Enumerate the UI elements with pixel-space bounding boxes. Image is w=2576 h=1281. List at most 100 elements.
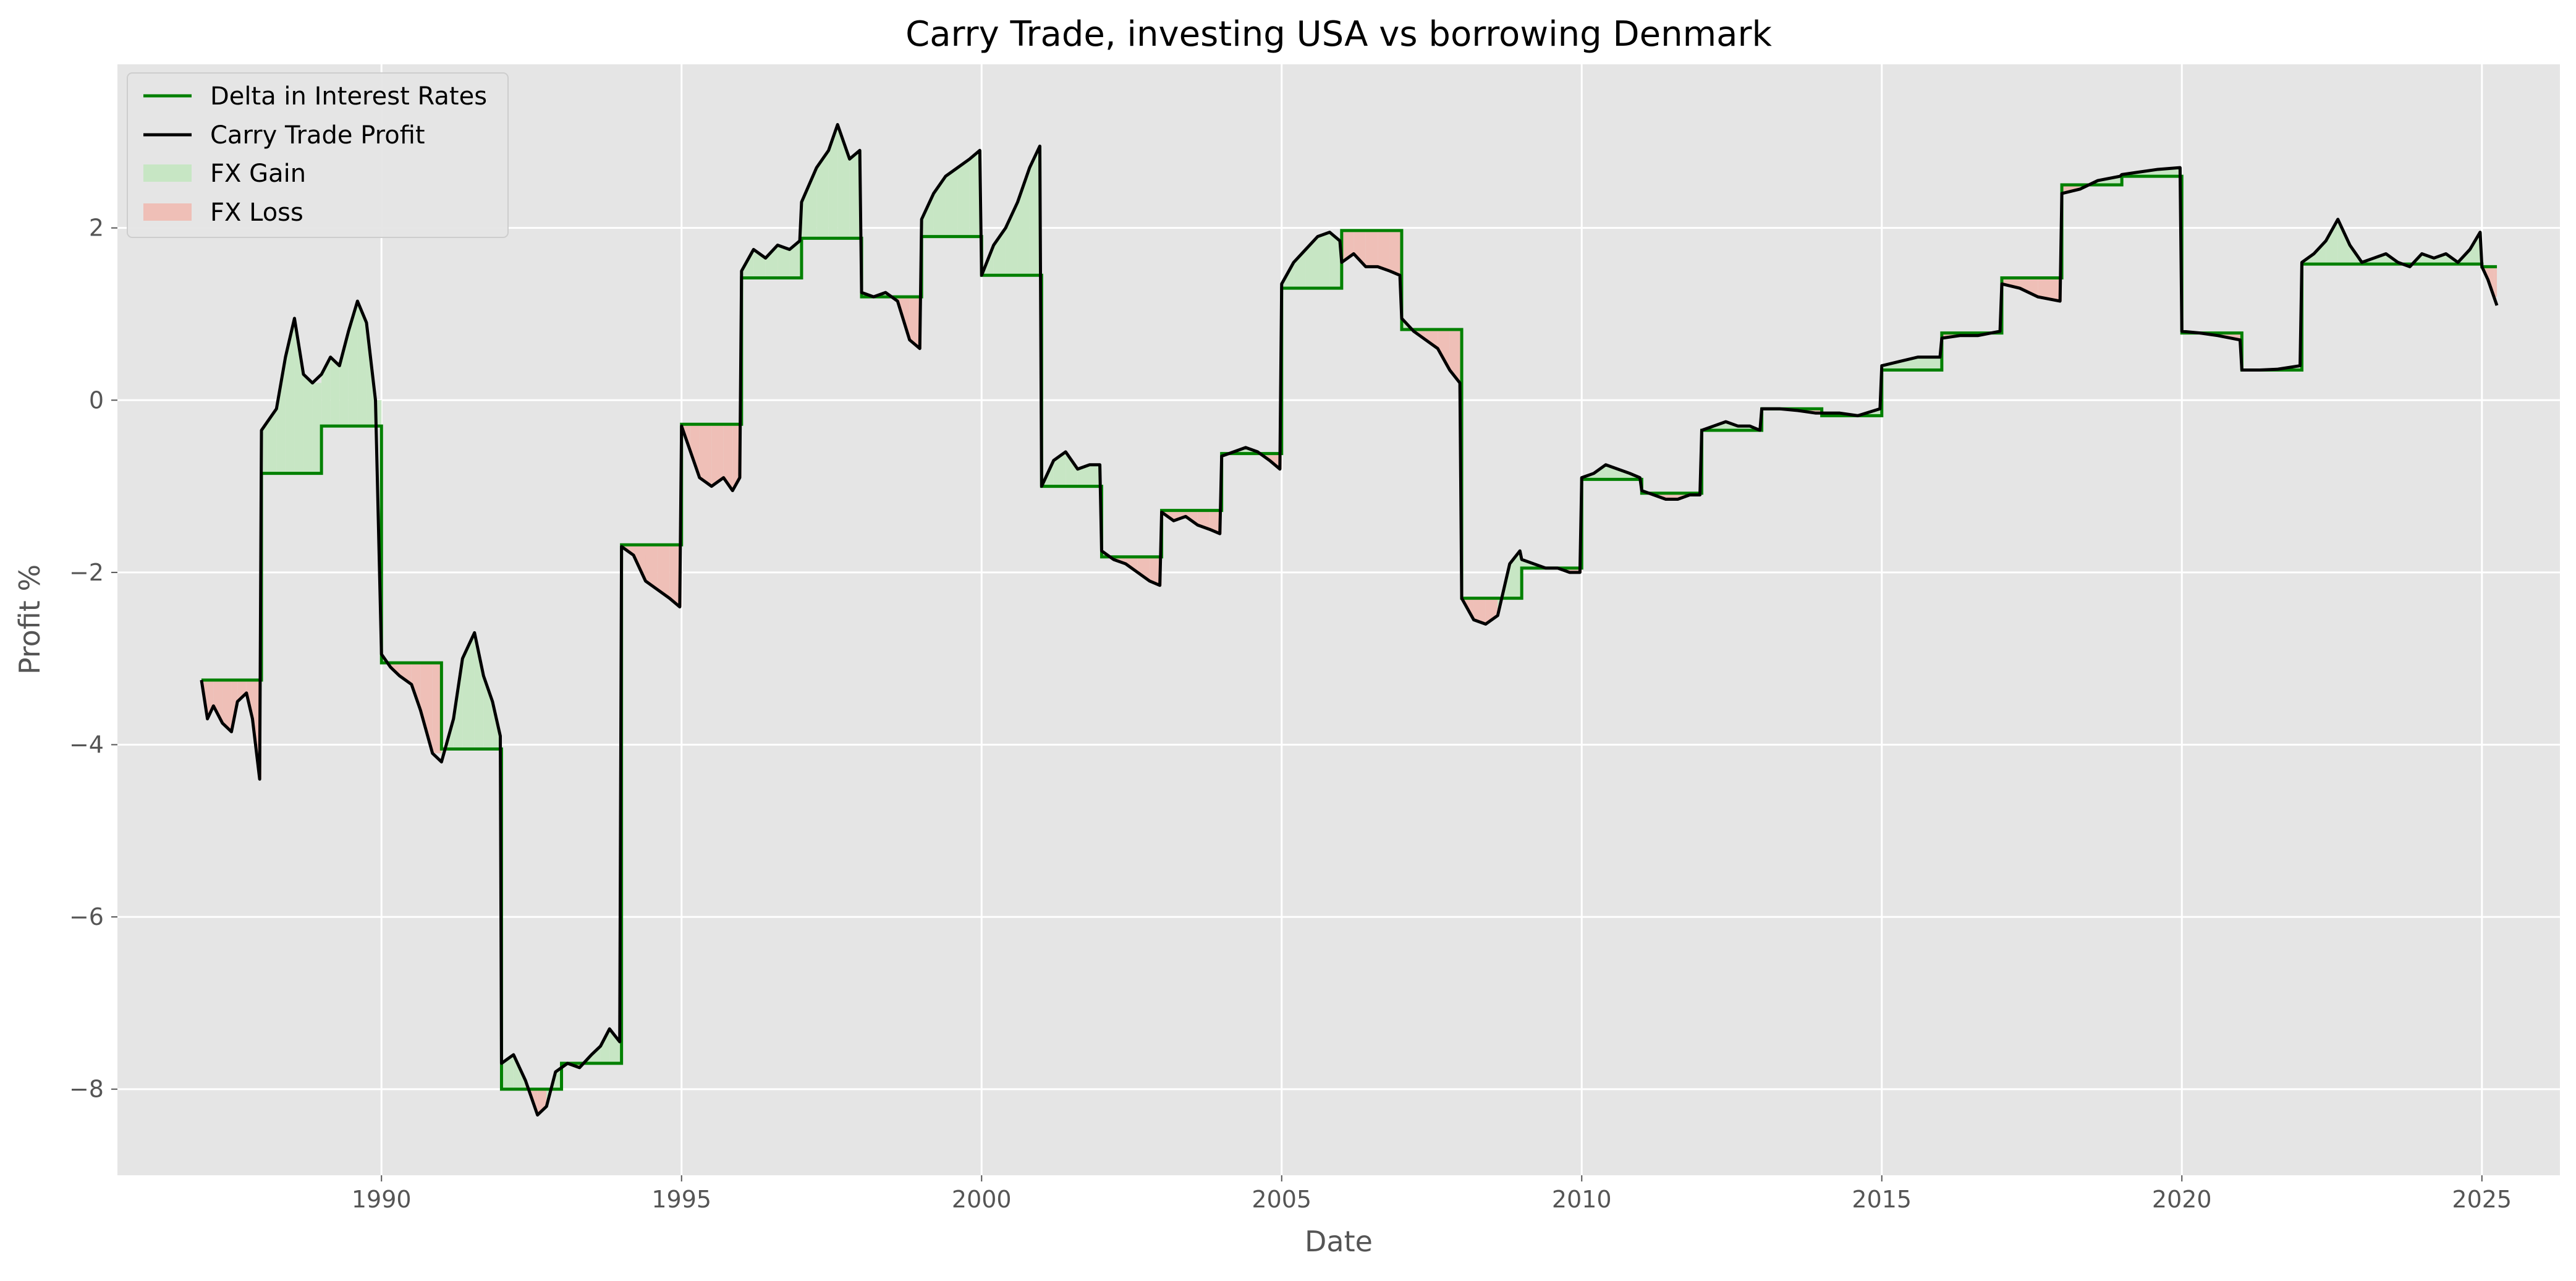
legend-label-profit: Carry Trade Profit: [210, 121, 425, 150]
fx-loss-area: [723, 424, 733, 491]
fx-loss-area: [1438, 330, 1450, 370]
tick-labels: 1990 1995 2000 2005 2010 2015 2020 2025 −8 −6 −4 −2…: [69, 215, 2512, 1213]
fx-loss-area: [699, 424, 712, 487]
fx-gain-area: [303, 374, 313, 474]
fx-gain-area: [1077, 464, 1090, 487]
y-tick-label: −8: [69, 1076, 104, 1103]
fx-loss-area: [909, 297, 920, 349]
legend-swatch-fx-loss: [143, 203, 192, 221]
legend-label-delta: Delta in Interest Rates: [210, 82, 487, 111]
fx-gain-area: [294, 318, 304, 474]
fx-gain-area: [789, 240, 800, 278]
fx-gain-area: [1294, 249, 1306, 289]
y-tick-label: 2: [89, 215, 104, 242]
fx-gain-area: [1318, 232, 1330, 289]
fx-loss-area: [237, 680, 247, 702]
x-axis-label: Date: [1305, 1225, 1373, 1258]
fx-loss-area: [420, 663, 433, 754]
fx-gain-area: [462, 632, 475, 749]
fx-gain-area: [993, 228, 1006, 276]
x-tick-label: 1995: [651, 1186, 711, 1213]
fx-loss-area: [2038, 278, 2061, 302]
fx-gain-area: [1053, 451, 1066, 487]
fx-gain-area: [312, 383, 322, 474]
x-tick-label: 2005: [1252, 1186, 1311, 1213]
x-tick-label: 1990: [352, 1186, 412, 1213]
fx-gain-area: [801, 168, 817, 239]
fx-gain-area: [1006, 202, 1018, 276]
fx-loss-area: [411, 663, 421, 710]
fx-gain-area: [969, 150, 980, 237]
fx-gain-area: [1305, 236, 1318, 289]
fx-gain-area: [2337, 219, 2350, 265]
fx-loss-area: [711, 424, 724, 487]
y-tick-label: −4: [69, 731, 104, 758]
x-tick-label: 2010: [1552, 1186, 1612, 1213]
fx-loss-area: [213, 680, 222, 723]
fx-gain-area: [2313, 240, 2326, 265]
fx-gain-area: [339, 331, 349, 427]
fx-gain-area: [600, 1029, 610, 1063]
x-tick-label: 2020: [2152, 1186, 2212, 1213]
fx-gain-area: [2470, 232, 2480, 265]
grid: [117, 64, 2560, 1175]
fx-loss-area: [2020, 278, 2038, 297]
fx-gain-area: [330, 357, 340, 427]
fx-gain-area: [1029, 146, 1040, 276]
fx-gain-area: [357, 301, 366, 427]
fx-loss-area: [645, 545, 658, 590]
fx-loss-area: [432, 663, 442, 754]
fx-gain-area: [765, 245, 778, 278]
fx-gain-area: [285, 318, 295, 474]
fx-gain-area: [816, 150, 829, 239]
fx-gain-area: [828, 124, 838, 239]
fx-loss-area: [1425, 330, 1438, 349]
fx-loss-area: [1473, 598, 1486, 624]
fx-loss-area: [1150, 556, 1160, 585]
fx-gain-area: [945, 168, 958, 237]
fx-gain-area: [348, 301, 358, 427]
fx-gain-area: [474, 632, 484, 749]
fx-gain-area: [483, 676, 493, 749]
legend-swatch-fx-gain: [143, 164, 192, 182]
legend-label-fx-gain: FX Gain: [210, 160, 306, 188]
x-tick-label: 2015: [1852, 1186, 1912, 1213]
y-axis-label: Profit %: [13, 564, 46, 675]
fx-loss-area: [222, 680, 232, 732]
chart-title: Carry Trade, investing USA vs borrowing …: [905, 14, 1772, 54]
fx-loss-area: [732, 424, 740, 491]
fx-gain-area: [1899, 357, 1918, 370]
y-tick-label: 0: [89, 386, 104, 414]
fx-gain-area: [957, 159, 970, 237]
fx-loss-area: [657, 545, 670, 598]
fx-loss-area: [1389, 230, 1400, 276]
fx-loss-area: [1365, 230, 1378, 267]
legend-label-fx-loss: FX Loss: [210, 198, 303, 227]
fx-gain-area: [1918, 357, 1940, 370]
fx-loss-area: [1137, 556, 1150, 581]
fx-gain-area: [1090, 464, 1100, 487]
fx-loss-area: [690, 424, 700, 478]
fx-gain-area: [267, 409, 277, 474]
fx-loss-area: [1210, 510, 1220, 534]
fx-gain-area: [777, 245, 790, 278]
carry-trade-profit-line: [200, 123, 2499, 1117]
series-lines: [200, 123, 2499, 1117]
fx-gain-area: [591, 1046, 601, 1063]
x-tick-label: 2025: [2452, 1186, 2512, 1213]
legend: Delta in Interest Rates Carry Trade Prof…: [127, 72, 509, 238]
fx-gain-area: [276, 357, 286, 474]
fx-gain-area: [609, 1029, 620, 1063]
y-tick-label: −2: [69, 559, 104, 586]
fx-gain-area: [922, 193, 934, 237]
fx-loss-area: [1485, 598, 1498, 624]
fx-gain-area: [849, 150, 860, 239]
y-tick-label: −6: [69, 903, 104, 930]
fx-gain-area: [1329, 232, 1340, 289]
fx-loss-area: [2494, 266, 2498, 297]
x-tick-label: 2000: [952, 1186, 1012, 1213]
fx-loss-area: [1449, 330, 1460, 383]
fx-loss-area: [1354, 230, 1366, 267]
fx-gain-area: [321, 357, 331, 427]
